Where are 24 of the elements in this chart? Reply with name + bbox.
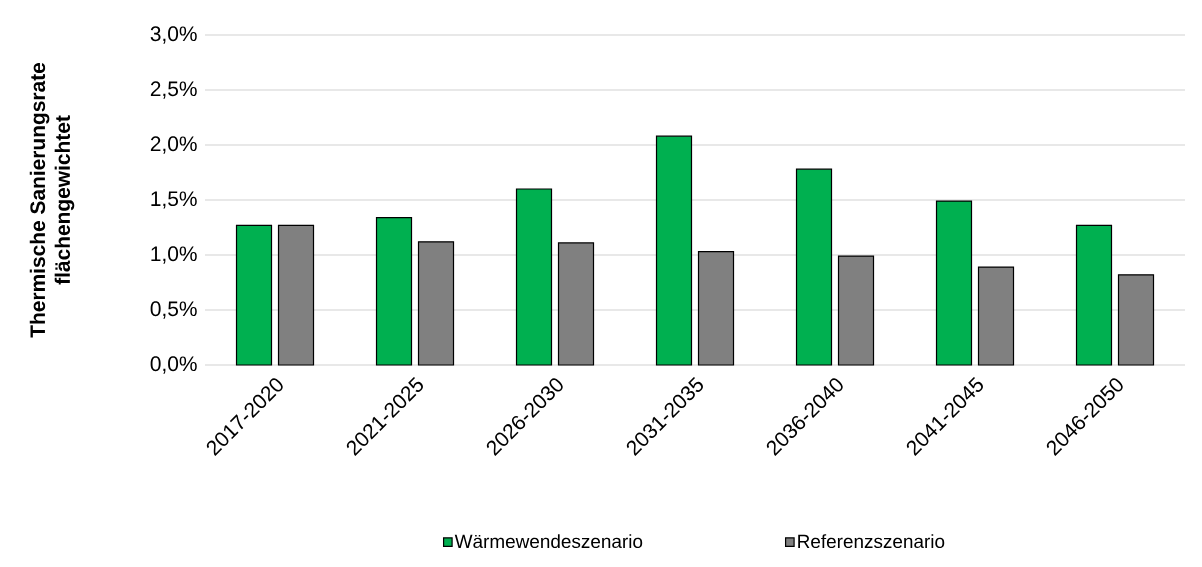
y-tick-label: 1,5%: [151, 191, 197, 209]
y-axis-title: Thermische Sanierungsrate flächengewichtet: [29, 62, 75, 338]
bar: [977, 266, 1015, 366]
bar: [837, 255, 875, 366]
bar: [557, 242, 595, 366]
y-tick-label: 0,0%: [150, 356, 197, 374]
bar: [795, 168, 833, 366]
y-tick-label: 2,0%: [150, 136, 197, 154]
legend-label: Wärmewendeszenario: [454, 534, 643, 549]
bar: [1075, 224, 1113, 366]
y-tick-label: 2,5%: [150, 81, 197, 99]
bar: [375, 216, 413, 366]
y-tick-label: 3,0%: [150, 26, 197, 44]
bar: [655, 135, 693, 366]
bar: [515, 188, 553, 366]
bar: [277, 224, 315, 366]
legend-label: Referenzszenario: [798, 534, 945, 549]
bar: [697, 251, 735, 366]
bar: [1117, 274, 1155, 366]
bar: [935, 200, 973, 366]
bar: [417, 241, 455, 366]
y-tick-label: 0,5%: [150, 301, 197, 319]
y-tick-label: 1,0%: [151, 246, 197, 264]
bar: [235, 224, 273, 366]
